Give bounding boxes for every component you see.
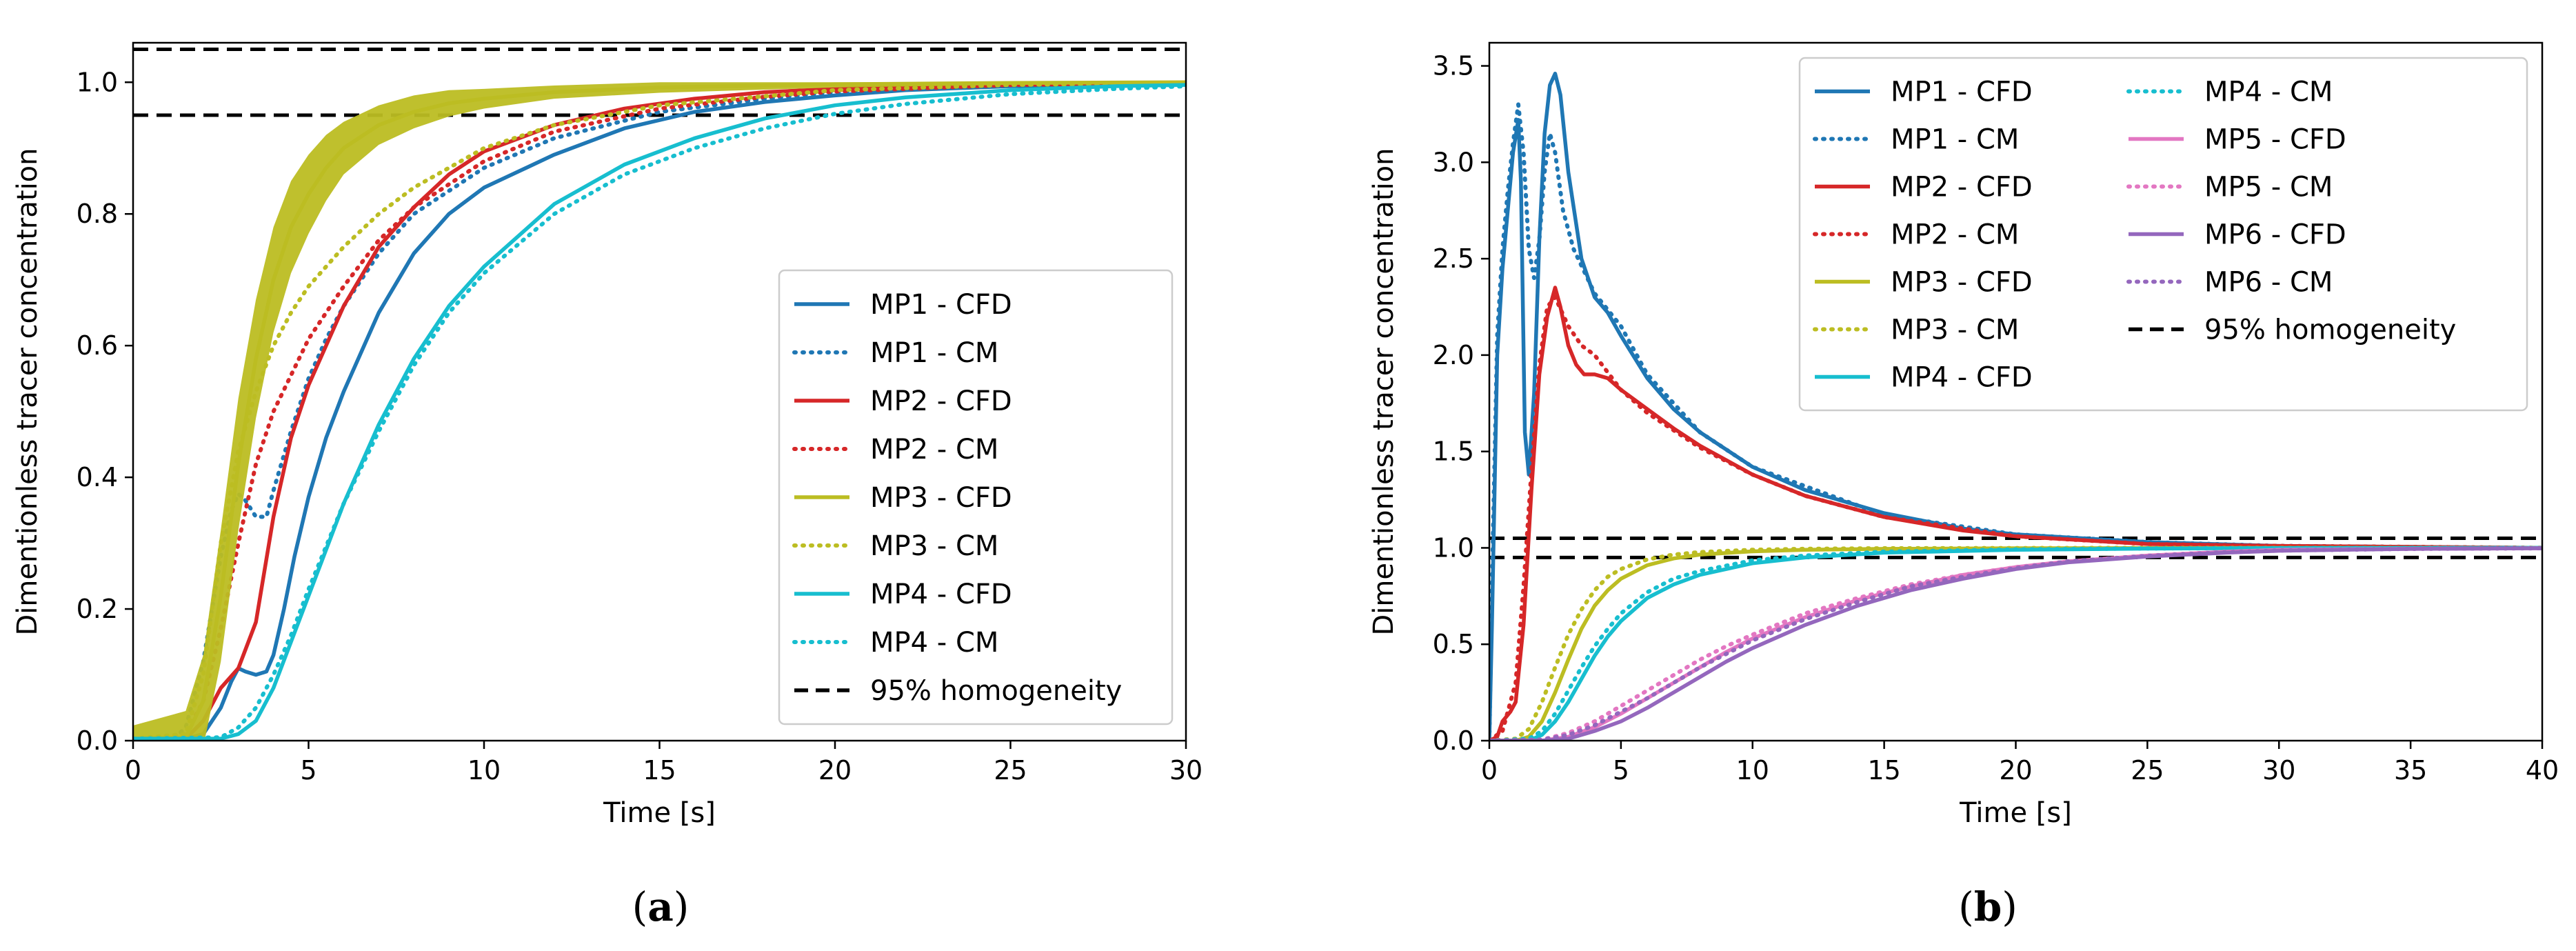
caption-open: ( (632, 883, 648, 930)
series-line-mp4-cfd (1489, 545, 2542, 741)
legend-label: MP3 - CM (870, 530, 998, 562)
series-line-mp6-cfd (1489, 546, 2542, 741)
panel-caption: (b) (1958, 883, 2017, 930)
x-tick-label: 35 (2394, 755, 2427, 785)
y-tick-label: 0.2 (77, 594, 118, 624)
y-axis-label: Dimentionless tracer concentration (12, 148, 43, 635)
y-tick-label: 0.0 (1433, 725, 1474, 756)
caption-open: ( (1958, 883, 1974, 930)
legend-label: MP6 - CFD (2204, 219, 2346, 251)
chart-panel-b: 0 5 10 15 20 25 30 35 40 0.0 0.5 1.0 1.5 2.0 2.5 3.0 3.5… (1368, 41, 2559, 930)
x-tick-label: 20 (818, 755, 852, 785)
x-tick-label: 30 (2262, 755, 2295, 785)
y-tick-label: 2.0 (1433, 340, 1474, 370)
y-tick-label: 0.8 (77, 199, 118, 229)
x-tick-label: 25 (2131, 755, 2164, 785)
chart-panel-a: 0 5 10 15 20 25 30 0.0 0.2 0.4 0.6 0.8 1.0 Time [s] Di… (12, 41, 1203, 930)
legend-label: MP5 - CFD (2204, 124, 2346, 156)
legend-label: MP1 - CFD (870, 289, 1012, 321)
series-line-mp3-cm (133, 81, 1186, 741)
caption-letter: b (1974, 883, 2002, 930)
y-tick-label: 0.4 (77, 462, 118, 492)
x-tick-label: 0 (1481, 755, 1498, 785)
x-tick-label: 15 (643, 755, 676, 785)
legend-label: MP5 - CM (2204, 172, 2333, 203)
legend-label: MP6 - CM (2204, 267, 2333, 299)
legend-label: MP3 - CFD (1891, 267, 2033, 299)
legend-label: MP4 - CFD (870, 579, 1012, 610)
x-tick-label: 0 (125, 755, 141, 785)
series-line-mp4-cfd (133, 83, 1186, 741)
y-tick-label: 0.5 (1433, 629, 1474, 659)
x-tick-label: 5 (300, 755, 316, 785)
y-tick-label: 2.5 (1433, 243, 1474, 274)
x-tick-label: 25 (994, 755, 1027, 785)
legend-label: MP2 - CM (870, 434, 998, 466)
series-line-mp5-cfd (1489, 546, 2542, 741)
x-tick-label: 30 (1169, 755, 1203, 785)
x-axis-label: Time [s] (1959, 797, 2072, 829)
legend-label: MP3 - CM (1891, 314, 2019, 346)
panel-caption: (a) (632, 883, 690, 930)
y-tick-label: 0.0 (77, 725, 118, 756)
series-line-mp3-cm (1489, 545, 2542, 741)
x-tick-label: 40 (2526, 755, 2559, 785)
series-line-mp4-cm (1489, 545, 2542, 741)
y-tick-label: 1.0 (1433, 532, 1474, 563)
y-tick-label: 3.5 (1433, 51, 1474, 81)
legend-label: MP1 - CM (1891, 124, 2019, 156)
legend-label: MP2 - CFD (870, 386, 1012, 417)
y-tick-label: 3.0 (1433, 147, 1474, 177)
x-tick-label: 20 (1999, 755, 2032, 785)
series-line-mp2-cfd (133, 81, 1186, 741)
legend-label: MP4 - CM (2204, 77, 2333, 108)
caption-letter: a (647, 883, 674, 930)
x-tick-label: 15 (1867, 755, 1900, 785)
series-line-mp5-cm (1489, 546, 2542, 741)
series-line-mp2-cm (1489, 295, 2542, 741)
x-tick-label: 5 (1613, 755, 1629, 785)
x-tick-label: 10 (467, 755, 501, 785)
series-line-mp3-cfd (133, 80, 1186, 741)
series-line-mp4-cm (133, 84, 1186, 741)
legend-label: MP4 - CM (870, 627, 998, 659)
legend-box (778, 269, 1174, 725)
legend-label: 95% homogeneity (870, 675, 1122, 707)
x-tick-label: 10 (1736, 755, 1769, 785)
legend-label: 95% homogeneity (2204, 314, 2456, 346)
y-tick-label: 1.5 (1433, 437, 1474, 467)
y-tick-label: 1.0 (77, 67, 118, 97)
series-line-mp6-cm (1489, 546, 2542, 741)
legend-label: MP3 - CFD (870, 482, 1012, 514)
series-line-mp3-cfd (1489, 545, 2542, 741)
y-tick-label: 0.6 (77, 330, 118, 361)
legend-label: MP1 - CFD (1891, 77, 2033, 108)
series-line-mp2-cfd (1489, 286, 2542, 741)
legend-label: MP2 - CFD (1891, 172, 2033, 203)
legend-label: MP1 - CM (870, 337, 998, 369)
x-axis-label: Time [s] (603, 797, 716, 829)
y-axis-label: Dimentionless tracer concentration (1368, 148, 1400, 635)
legend-label: MP4 - CFD (1891, 362, 2033, 394)
caption-close: ) (674, 883, 690, 930)
caption-close: ) (2002, 883, 2017, 930)
legend-label: MP2 - CM (1891, 219, 2019, 251)
series-line-mp1-cm (1489, 102, 2542, 741)
